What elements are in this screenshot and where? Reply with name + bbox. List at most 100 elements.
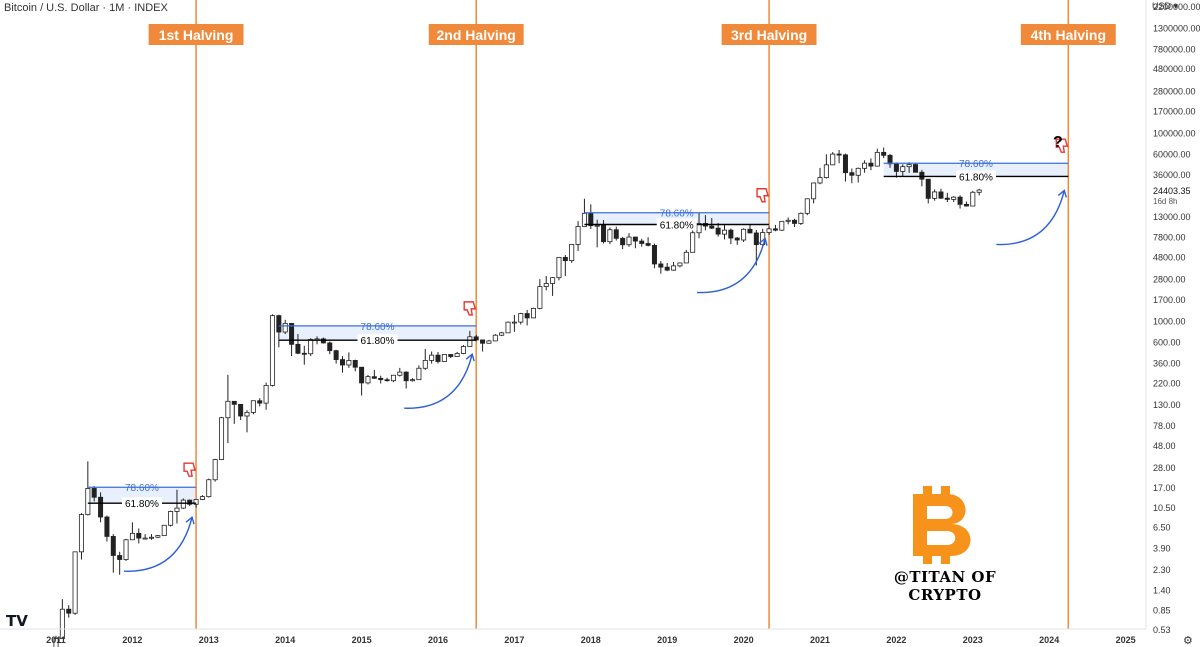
candle-body (900, 166, 906, 172)
candle-body (913, 164, 919, 173)
candle-body (429, 354, 435, 361)
candle-body (460, 346, 466, 354)
fib-786-label-1: 78.60% (125, 483, 159, 494)
candle-body (346, 360, 352, 366)
candle-body (378, 377, 384, 381)
candle-body (257, 400, 263, 404)
x-tick-label: 2015 (352, 635, 372, 645)
y-tick-label: 17.00 (1153, 483, 1176, 493)
candle-body (422, 360, 428, 369)
candle-body (601, 224, 607, 243)
fib-786-label-3: 78.60% (660, 209, 694, 220)
thumbs-down-icon (183, 462, 196, 477)
fib-618-label-1: 61.80% (125, 499, 159, 510)
last-price-label: 24403.35 (1153, 186, 1191, 196)
candle-body (193, 499, 199, 505)
candle-body (543, 283, 549, 287)
candle-body (365, 376, 371, 384)
gear-icon[interactable]: ⚙ (1183, 635, 1193, 647)
halving-lines-layer (195, 0, 1070, 629)
candle-body (537, 286, 543, 309)
candle-body (531, 307, 537, 319)
y-tick-label: 6.50 (1153, 523, 1171, 533)
y-tick-label: 600.00 (1153, 338, 1181, 348)
tradingview-logo-text: TV (6, 612, 28, 630)
candle-body (932, 191, 938, 199)
arrows-layer (124, 189, 1067, 572)
candle-body (639, 240, 645, 244)
fib-618-label-bg-4 (955, 170, 996, 183)
candle-body (862, 162, 868, 169)
y-tick-label: 280000.00 (1153, 86, 1196, 96)
candle-body (562, 256, 568, 262)
candle-body (925, 178, 931, 199)
halving-label-3: 3rd Halving (731, 27, 807, 43)
candle-body (772, 228, 778, 231)
candle-body (874, 151, 880, 167)
candle-body (804, 198, 810, 214)
candle-body (327, 342, 333, 352)
candle-body (677, 262, 683, 267)
candle-body (734, 237, 740, 241)
candle-body (384, 379, 390, 382)
currency-selector[interactable]: USD ▾ (1152, 1, 1179, 11)
tradingview-logo[interactable]: TV (6, 612, 28, 630)
y-tick-label: 48.00 (1153, 441, 1176, 451)
x-tick-label: 2023 (963, 635, 983, 645)
halving-label-4: 4th Halving (1031, 27, 1106, 43)
x-tick-label: 2019 (657, 635, 677, 645)
candle-body (944, 197, 950, 200)
fib-618-label-bg-1 (121, 497, 162, 510)
candle-body (136, 532, 142, 539)
candle-body (238, 403, 244, 417)
bitcoin-logo (913, 486, 971, 564)
fib-618-label-4: 61.80% (959, 172, 993, 183)
x-tick-label: 2014 (275, 635, 295, 645)
candle-body (722, 229, 728, 235)
candle-body (836, 153, 842, 156)
candle-body (550, 277, 556, 284)
arrow-head-1 (185, 515, 195, 525)
y-tick-label: 0.85 (1153, 606, 1171, 616)
currency-label: USD (1152, 1, 1172, 11)
y-tick-label: 4800.00 (1153, 253, 1186, 263)
halving-labels-layer: 1st Halving 2nd Halving 3rd Halving 4th Hal… (148, 24, 1116, 45)
candle-body (842, 154, 848, 174)
y-tick-label: 3.90 (1153, 543, 1171, 553)
y-tick-label: 10.50 (1153, 503, 1176, 513)
watermark: @TITAN OF CRYPTO (893, 568, 997, 604)
y-tick-label: 170000.00 (1153, 107, 1196, 117)
countdown-label: 16d 8h (1153, 197, 1177, 206)
btc-bar-bottom-left (923, 554, 932, 564)
candle-body (594, 224, 600, 227)
candle-body (161, 524, 167, 537)
y-tick-label: 100000.00 (1153, 128, 1196, 138)
candle-body (715, 227, 721, 235)
x-tick-label: 2021 (810, 635, 830, 645)
candle-body (308, 339, 314, 355)
candle-body (951, 196, 957, 200)
candle-body (569, 244, 575, 262)
candle-body (295, 343, 301, 354)
thumbs-down-shape (1055, 138, 1069, 153)
arrow-head-2 (465, 352, 475, 362)
candle-body (556, 256, 562, 279)
x-tick-label: 2011 (46, 635, 66, 645)
thumbs-down-shape (756, 188, 769, 203)
candle-body (416, 367, 422, 381)
y-tick-label: 360.00 (1153, 358, 1181, 368)
candle-body (709, 225, 715, 229)
candle-body (85, 488, 91, 516)
candle-body (779, 220, 785, 231)
candle-body (855, 167, 861, 176)
candle-body (645, 243, 651, 246)
y-tick-label: 2.30 (1153, 565, 1171, 575)
candle-body (129, 532, 135, 541)
candle-body (868, 162, 874, 167)
thumbs-down-icon (463, 301, 477, 316)
btc-bar-bottom-right (941, 554, 950, 564)
candle-body (492, 334, 498, 342)
arrow-curve-4 (996, 190, 1065, 246)
candle-body (301, 352, 307, 355)
